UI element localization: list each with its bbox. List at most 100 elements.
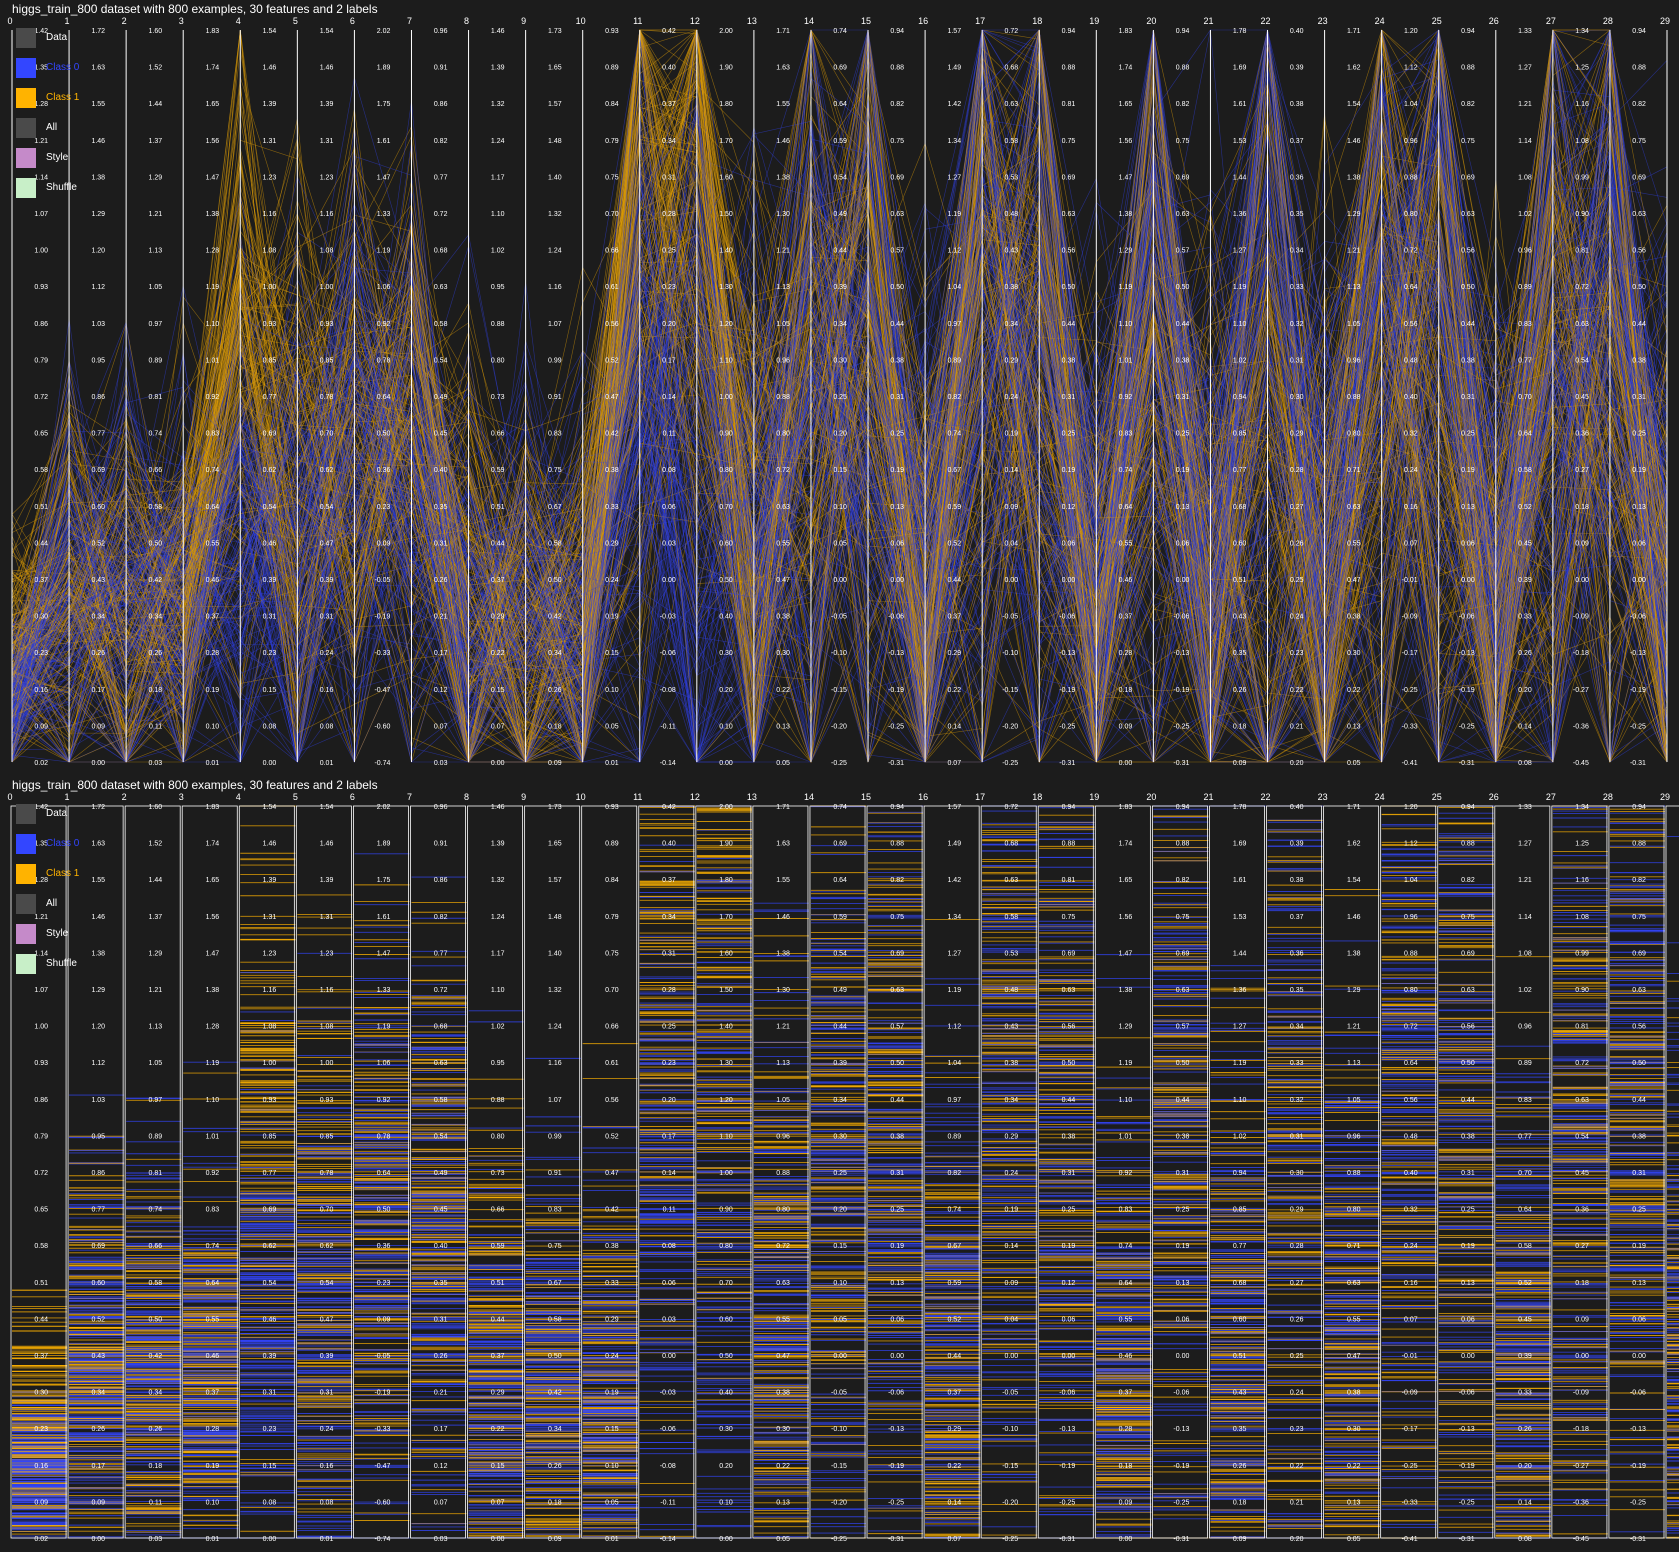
tick-label: 0.40 [434, 467, 448, 474]
tick-label: 0.34 [548, 650, 562, 657]
legend-item-data[interactable]: Data [16, 28, 116, 50]
tick-label: -0.13 [1059, 650, 1075, 657]
tick-label: 0.63 [776, 504, 790, 511]
tick-label: 0.63 [890, 211, 904, 218]
tick-label: 0.14 [1005, 467, 1019, 474]
tick-label: 0.09 [91, 723, 105, 730]
tick-label: 1.02 [491, 248, 505, 255]
parallel-coordinates-plot[interactable]: 0 0.02 0.09 0.16 0.23 0.30 0.37 0.44 0.51 0.58 0.6… [0, 0, 1679, 776]
tick-label: 0.91 [548, 394, 562, 401]
tick-label: 0.30 [776, 650, 790, 657]
tick-label: 0.00 [1575, 577, 1589, 584]
tick-label: 0.74 [947, 431, 961, 438]
stripe-plot[interactable]: 00.020.090.160.230.300.370.440.510.580.6… [0, 776, 1679, 1552]
tick-label: 0.27 [1575, 467, 1589, 474]
tick-label: 0.37 [491, 577, 505, 584]
data-line [11, 183, 1668, 763]
tick-label: 0.19 [1632, 467, 1646, 474]
tick-label: 0.24 [1005, 394, 1019, 401]
style-button[interactable]: Style [16, 148, 116, 170]
tick-label: 1.34 [1575, 28, 1589, 35]
tick-label: 0.63 [434, 284, 448, 291]
data-line [11, 37, 1668, 763]
tick-label: 0.75 [605, 174, 619, 181]
data-line [11, 41, 1668, 763]
tick-label: 0.59 [491, 467, 505, 474]
tick-label: 1.61 [377, 138, 391, 145]
data-line [11, 29, 1668, 763]
tick-label: 1.20 [91, 248, 105, 255]
tick-label: 0.06 [1176, 540, 1190, 547]
data-line [11, 29, 1668, 763]
tick-label: 1.52 [149, 65, 163, 72]
data-line [11, 29, 1668, 763]
data-line [11, 29, 1668, 763]
data-line [11, 29, 1668, 764]
data-line [11, 47, 1668, 763]
tick-label: 0.77 [1233, 467, 1247, 474]
data-line [11, 180, 1668, 763]
tick-label: 0.89 [605, 65, 619, 72]
tick-label: -0.31 [1630, 760, 1646, 767]
tick-label: 0.16 [34, 687, 48, 694]
tick-label: 0.69 [1176, 174, 1190, 181]
data-line [11, 28, 1668, 763]
tick-label: 0.88 [776, 394, 790, 401]
tick-label: -0.05 [831, 614, 847, 621]
data-line [11, 130, 1668, 763]
data-line [11, 29, 1668, 763]
axis-13-label: 13 [747, 16, 757, 26]
tick-label: 0.80 [719, 467, 733, 474]
data-line [11, 29, 1668, 763]
legend-label: Class 1 [46, 92, 80, 103]
tick-label: 0.13 [890, 504, 904, 511]
tick-label: 0.23 [377, 504, 391, 511]
tick-label: 0.47 [1347, 577, 1361, 584]
tick-label: 0.17 [91, 687, 105, 694]
legend-item-class-1[interactable]: Class 1 [16, 88, 116, 110]
tick-label: 1.19 [377, 248, 391, 255]
data-line [11, 29, 1668, 715]
data-line [11, 29, 1668, 763]
tick-label: 0.70 [605, 211, 619, 218]
tick-label: 1.80 [719, 101, 733, 108]
data-line [11, 68, 1668, 763]
tick-label: 1.08 [320, 248, 334, 255]
data-line [11, 29, 1668, 750]
tick-label: 0.51 [1233, 577, 1247, 584]
axis-26-label: 26 [1489, 16, 1499, 26]
tick-label: 0.66 [149, 467, 163, 474]
tick-label: 0.35 [1290, 211, 1304, 218]
data-line [11, 30, 1668, 763]
data-line [11, 249, 1668, 763]
tick-label: 0.52 [1518, 504, 1532, 511]
tick-label: 1.46 [320, 65, 334, 72]
shuffle-button[interactable]: Shuffle [16, 178, 116, 200]
tick-label: 0.21 [1290, 723, 1304, 730]
tick-label: 0.71 [1347, 467, 1361, 474]
data-line [11, 106, 1668, 763]
legend-item-class-0[interactable]: Class 0 [16, 58, 116, 80]
data-line [11, 28, 1668, 763]
tick-label: -0.19 [1173, 687, 1189, 694]
tick-label: 0.08 [263, 723, 277, 730]
tick-label: 0.82 [434, 138, 448, 145]
tick-label: 0.77 [1518, 357, 1532, 364]
tick-label: 1.05 [1347, 321, 1361, 328]
tick-label: -0.08 [660, 687, 676, 694]
tick-label: 0.96 [1404, 138, 1418, 145]
tick-label: 0.34 [149, 614, 163, 621]
tick-label: 0.38 [1005, 284, 1019, 291]
data-line [11, 166, 1668, 763]
tick-label: 0.64 [1404, 284, 1418, 291]
tick-label: 0.45 [434, 431, 448, 438]
legend-item-all[interactable]: All [16, 118, 116, 140]
tick-label: 0.17 [662, 357, 676, 364]
data-line [11, 79, 1668, 763]
data-line [11, 29, 1668, 763]
tick-label: 0.56 [1404, 321, 1418, 328]
data-line [11, 91, 1668, 733]
tick-label: 1.32 [548, 211, 562, 218]
data-line [11, 29, 1668, 763]
tick-label: 0.72 [434, 211, 448, 218]
